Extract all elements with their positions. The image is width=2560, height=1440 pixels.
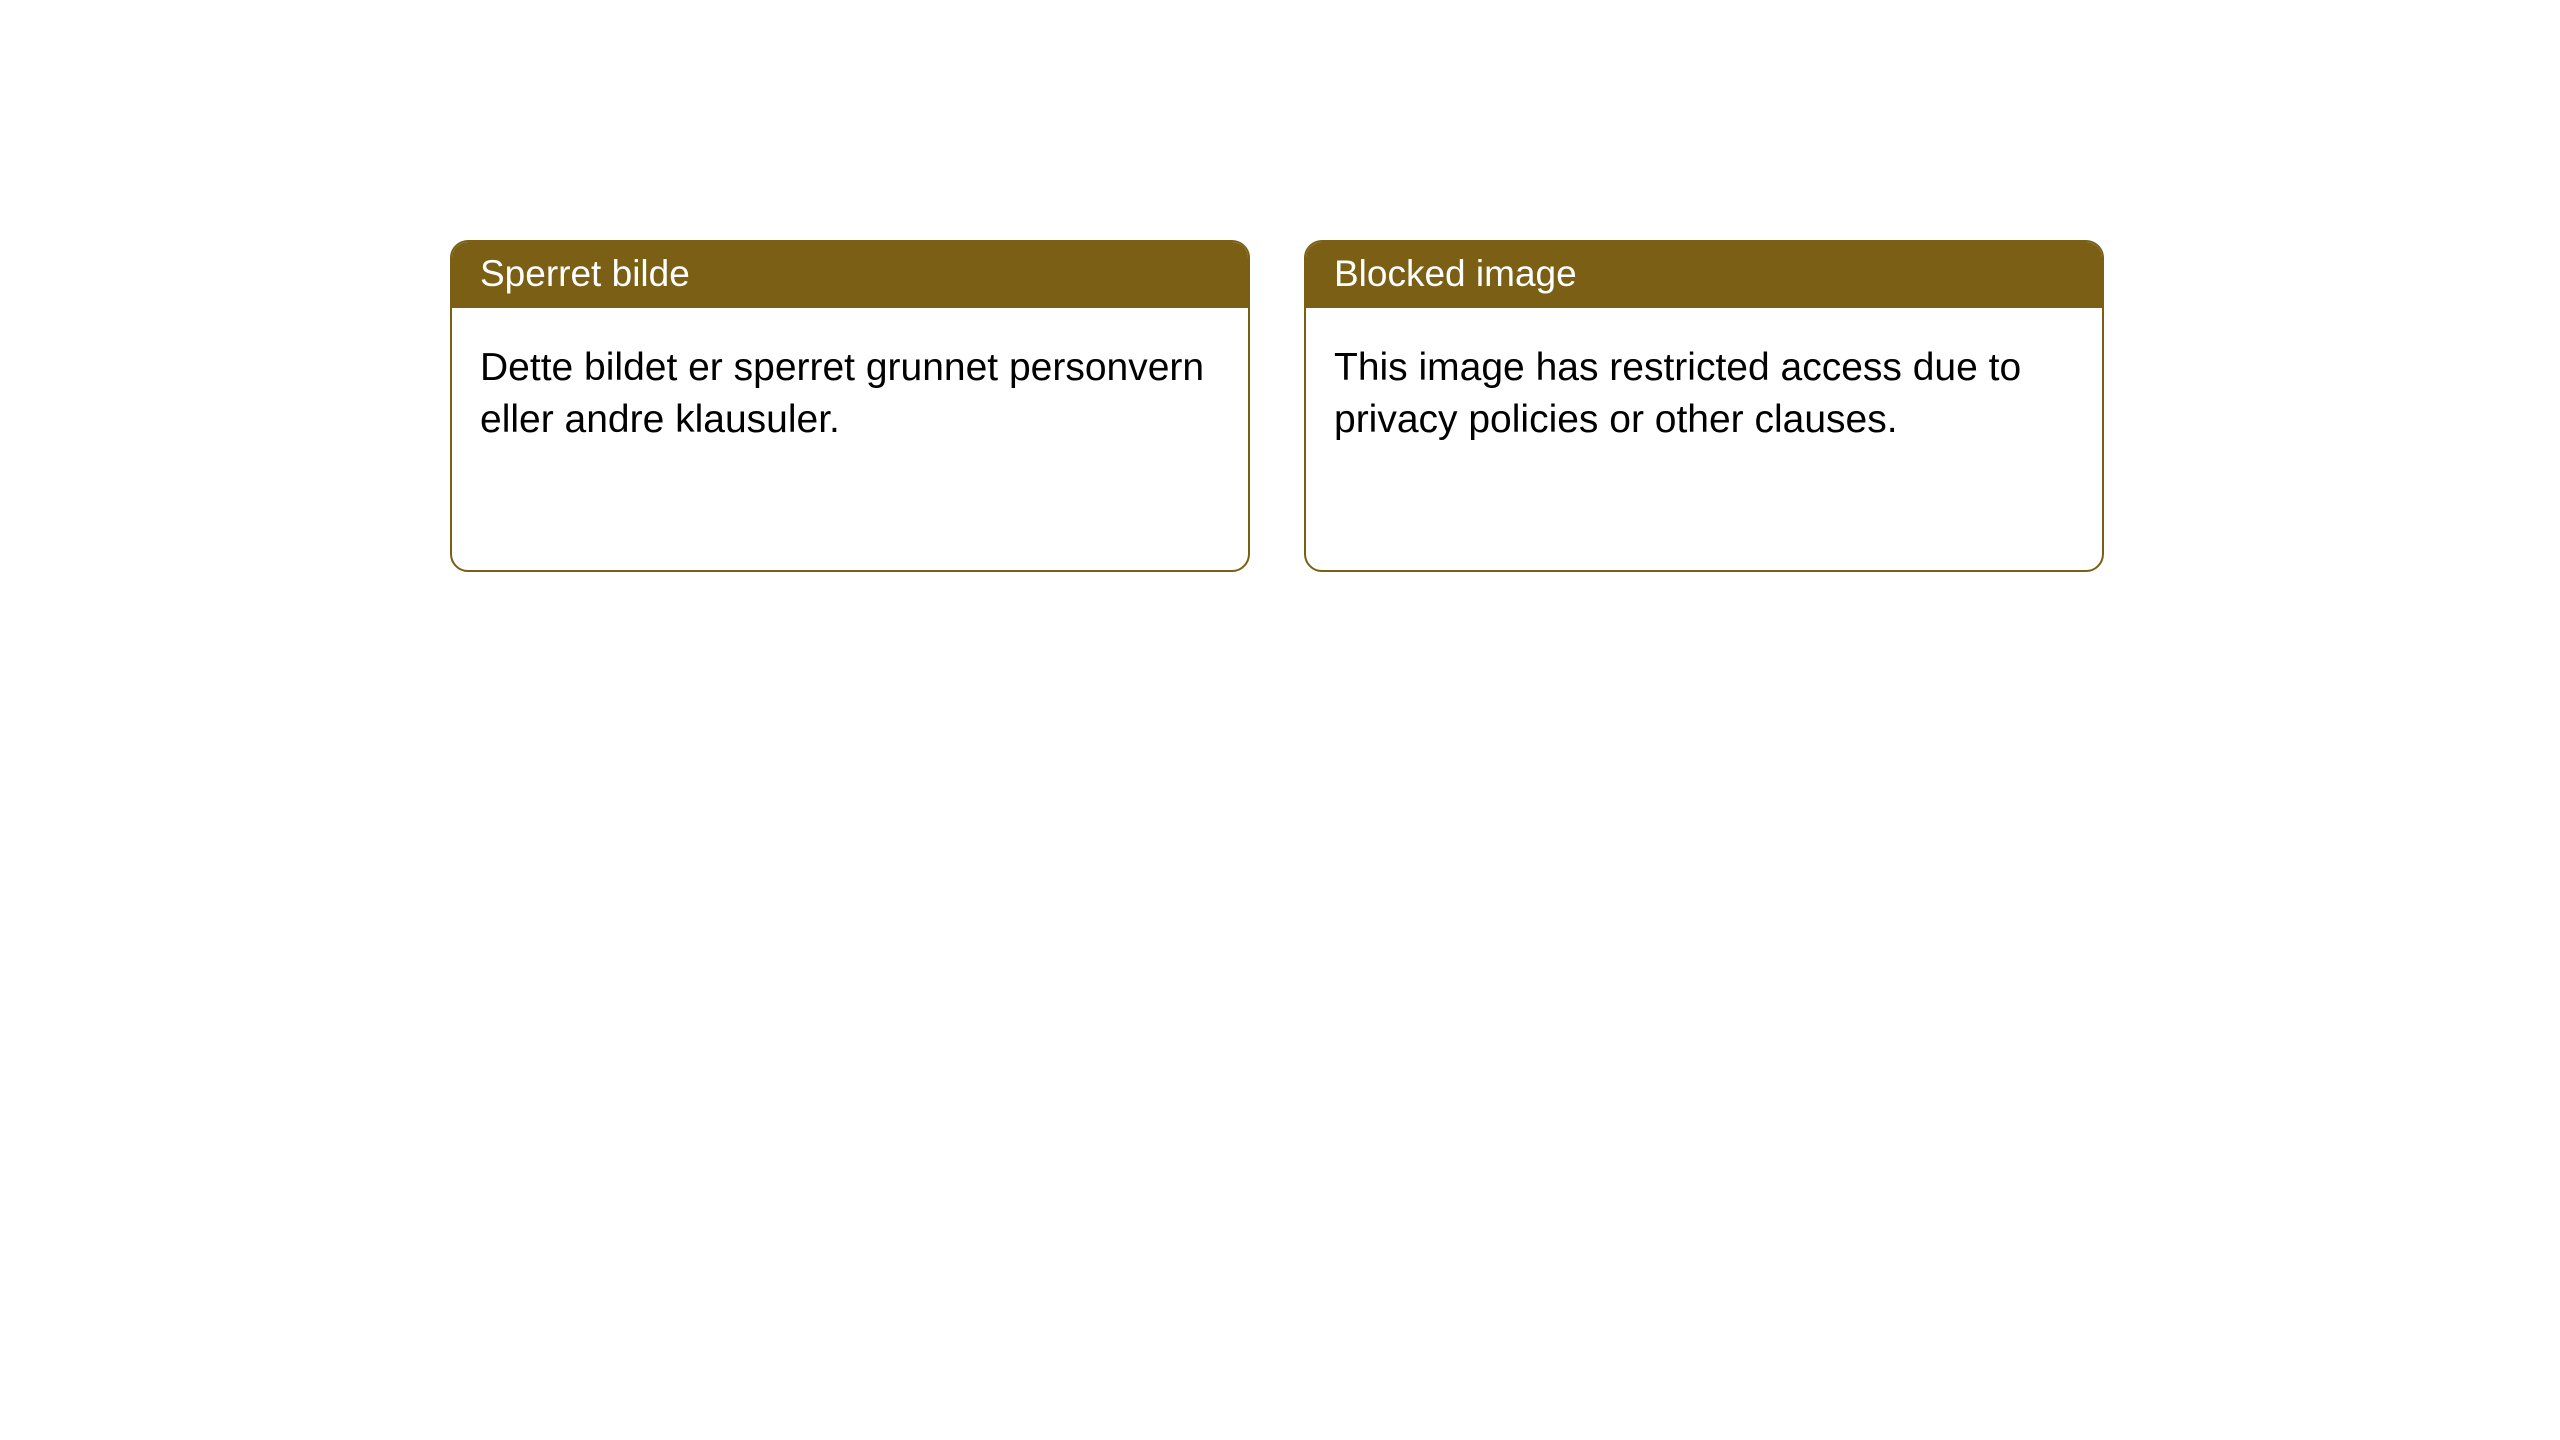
card-title-no: Sperret bilde: [480, 253, 690, 294]
blocked-image-card-en: Blocked image This image has restricted …: [1304, 240, 2104, 572]
card-header-no: Sperret bilde: [452, 242, 1248, 308]
card-message-no: Dette bildet er sperret grunnet personve…: [480, 346, 1204, 440]
blocked-image-card-no: Sperret bilde Dette bildet er sperret gr…: [450, 240, 1250, 572]
cards-container: Sperret bilde Dette bildet er sperret gr…: [0, 0, 2560, 572]
card-header-en: Blocked image: [1306, 242, 2102, 308]
card-message-en: This image has restricted access due to …: [1334, 346, 2021, 440]
card-title-en: Blocked image: [1334, 253, 1577, 294]
card-body-no: Dette bildet er sperret grunnet personve…: [452, 308, 1248, 473]
card-body-en: This image has restricted access due to …: [1306, 308, 2102, 473]
